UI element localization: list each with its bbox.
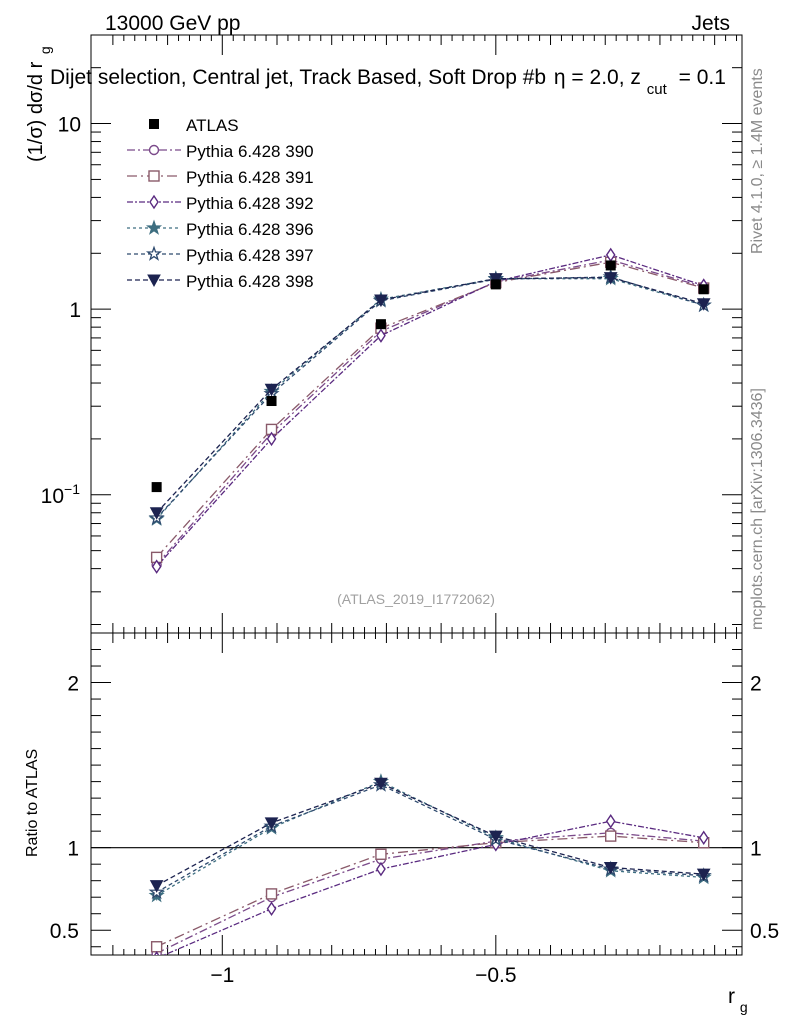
ratio-series-point-p391 <box>605 830 617 842</box>
legend-marker-p397 <box>145 245 163 261</box>
main-series-point-p392 <box>376 328 386 343</box>
plot-title-sub: cut <box>647 81 668 98</box>
plot-title: Dijet selection, Central jet, Track Base… <box>50 66 726 99</box>
main-series-line-p398 <box>156 276 704 514</box>
main-series-point-p398 <box>696 298 711 311</box>
x-axis-label-text: r <box>728 985 735 1008</box>
legend-marker-p391 <box>148 170 160 182</box>
ratio-series-line-p397 <box>156 784 704 893</box>
x-axis-label: r g <box>728 985 748 1015</box>
legend-label-p390: Pythia 6.428 390 <box>186 142 314 161</box>
ratio-series-line-p396 <box>156 780 704 897</box>
energy-label: 13000 GeV pp <box>105 12 240 35</box>
ratio-y-label: Ratio to ATLAS <box>24 749 41 857</box>
ratio-y-tick-label-right: 2 <box>750 673 762 696</box>
legend-marker-p390 <box>148 144 160 156</box>
main-series-line-p391 <box>156 261 704 558</box>
ratio-series-line-p392 <box>162 820 704 955</box>
plot-title-eta: η = 2.0, z <box>554 66 641 89</box>
ratio-series-line-p398 <box>156 782 704 887</box>
legend-marker-p398 <box>147 274 161 288</box>
ratio-series-point-p392 <box>376 861 386 877</box>
ratio-series-point-p398 <box>696 868 711 882</box>
ratio-y-tick-label-right: 1 <box>750 838 762 861</box>
plot-title-main: Dijet selection, Central jet, Track Base… <box>50 66 546 89</box>
main-series-line-p396 <box>156 278 704 520</box>
legend-marker-atlas <box>149 119 159 129</box>
legend-label-atlas: ATLAS <box>186 116 239 135</box>
legend-marker-p396 <box>145 219 163 235</box>
main-y-tick-base: 10 <box>58 114 81 137</box>
ratio-y-tick-label-right: 0.5 <box>750 920 779 943</box>
main-y-tick-base: 1 <box>69 299 81 322</box>
ratio-y-tick-label: 0.5 <box>50 920 79 943</box>
main-y-tick-base: 10 <box>41 485 64 508</box>
main-y-label-sub: g <box>37 46 53 54</box>
legend-label-p396: Pythia 6.428 396 <box>186 220 314 239</box>
x-tick-label: −1 <box>210 964 234 987</box>
atlas-data-point <box>605 260 616 271</box>
rivet-version-label: Rivet 4.1.0, ≥ 1.4M events <box>749 68 766 254</box>
main-series-point-p392 <box>266 431 277 447</box>
ratio-series-point-p392 <box>154 951 160 955</box>
main-y-tick-label: 1 <box>69 299 81 322</box>
legend-label-p391: Pythia 6.428 391 <box>186 168 314 187</box>
main-series-point-p398 <box>374 294 388 308</box>
ratio-series-point-p392 <box>266 901 277 917</box>
legend-label-p392: Pythia 6.428 392 <box>186 194 314 213</box>
atlas-data-point <box>266 396 277 407</box>
main-series-point-p398 <box>488 273 503 286</box>
ratio-series-point-p391 <box>150 941 163 953</box>
process-label: Jets <box>691 12 730 35</box>
legend-marker-p392 <box>149 194 159 210</box>
ratio-y-tick-label: 2 <box>67 673 79 696</box>
legend: ATLAS Pythia 6.428 390 Pythia 6.428 391 Pyt… <box>127 116 314 291</box>
main-series-point-p398 <box>264 383 279 397</box>
legend-label-p398: Pythia 6.428 398 <box>186 272 314 291</box>
ratio-series-point-p391 <box>375 848 387 860</box>
ratio-series-line-p391 <box>156 835 704 948</box>
x-axis: −1 −0.5 <box>112 35 738 987</box>
main-y-label: (1/σ) dσ/d r g <box>25 46 53 162</box>
plot-title-tail: = 0.1 <box>679 66 726 89</box>
atlas-data-point <box>490 279 501 290</box>
ratio-series-point-p398 <box>374 777 388 791</box>
ratio-series-point-p398 <box>264 817 279 830</box>
main-y-tick-label: 10 <box>58 114 81 137</box>
main-y-tick-label: 10−1 <box>41 481 81 508</box>
atlas-data-point <box>151 482 162 493</box>
ratio-series-clipped <box>148 773 712 955</box>
ratio-series-group <box>148 773 712 955</box>
mcplots-label: mcplots.cern.ch [arXiv:1306.3436] <box>749 388 766 630</box>
main-series-line-p397 <box>156 276 704 519</box>
x-tick-label: −0.5 <box>475 964 516 987</box>
ratio-series-point-p392 <box>698 830 709 846</box>
main-series-line-p390 <box>156 259 704 566</box>
ratio-y-tick-label: 1 <box>67 838 79 861</box>
ratio-series-point-p398 <box>149 880 164 893</box>
main-series-line-p392 <box>156 254 704 568</box>
atlas-data-point <box>375 319 386 330</box>
ratio-series-point-p392 <box>605 813 616 829</box>
main-series-point-p398 <box>603 272 618 285</box>
ratio-series-line-p390 <box>156 832 704 954</box>
main-y-tick-exp: −1 <box>64 481 80 497</box>
main-y-label-text: (1/σ) dσ/d r <box>25 61 47 162</box>
atlas-data-point <box>698 284 709 295</box>
analysis-watermark: (ATLAS_2019_I1772062) <box>337 591 495 607</box>
ratio-panel-frame <box>90 632 743 956</box>
main-series-group <box>148 247 712 574</box>
legend-label-p397: Pythia 6.428 397 <box>186 246 314 265</box>
main-series-point-p392 <box>151 559 162 574</box>
ratio-series-point-p398 <box>488 830 503 844</box>
ratio-series-point-p391 <box>265 888 278 900</box>
ratio-y-axis: 0.5 0.5 1 1 2 2 <box>50 632 779 948</box>
x-axis-label-sub: g <box>740 999 748 1015</box>
main-series-point-p398 <box>149 507 164 520</box>
ratio-series-point-p398 <box>603 861 618 875</box>
